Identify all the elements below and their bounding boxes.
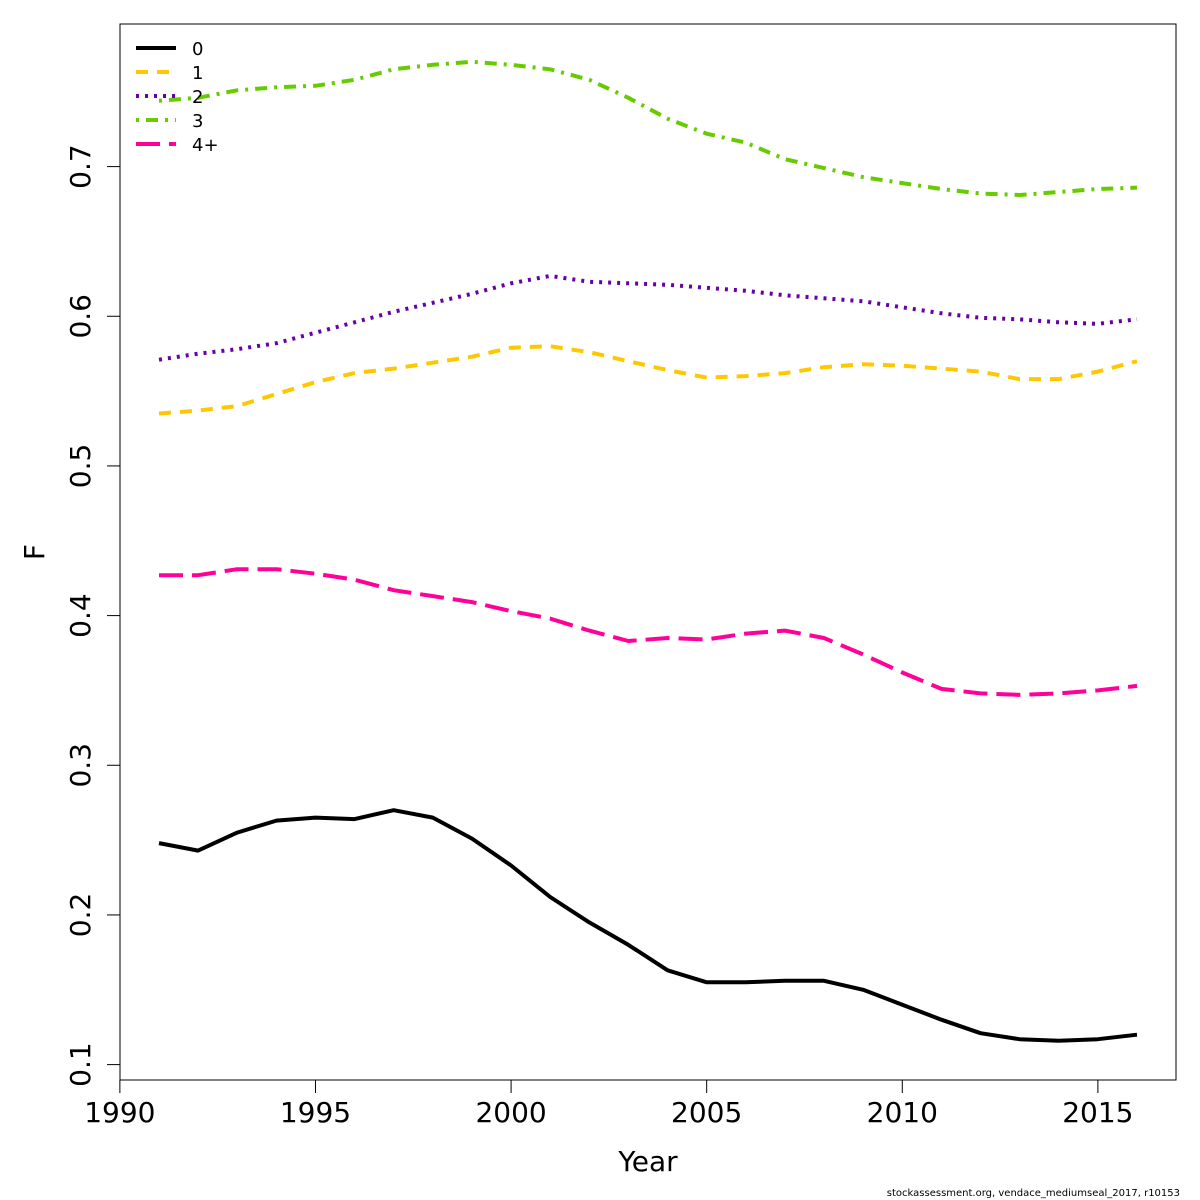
- y-tick-label: 0.7: [64, 144, 97, 189]
- series-line-0: [158, 808, 1138, 1043]
- series-line-4plus: [159, 567, 1138, 697]
- y-tick-label: 0.3: [64, 743, 97, 788]
- series-line-2: [158, 273, 1138, 362]
- legend-label: 0: [192, 39, 203, 60]
- y-tick-label: 0.5: [64, 444, 97, 489]
- legend-label: 2: [192, 87, 203, 108]
- x-tick-label: 2005: [671, 1096, 742, 1129]
- y-axis: 0.1 0.2 0.3 0.4 0.5 0.6 0.7: [64, 144, 121, 1087]
- legend-label: 3: [192, 111, 203, 132]
- y-tick-label: 0.6: [64, 294, 97, 339]
- series-layer: [158, 59, 1138, 1043]
- x-axis: 1990 1995 2000 2005 2010 2015: [84, 1079, 1134, 1129]
- x-tick-label: 2010: [867, 1096, 938, 1129]
- x-tick-label: 2015: [1062, 1096, 1133, 1129]
- y-tick-label: 0.1: [64, 1042, 97, 1087]
- y-tick-label: 0.2: [64, 893, 97, 938]
- legend: 0 1 2 3 4+: [136, 39, 219, 156]
- y-tick-label: 0.4: [64, 593, 97, 638]
- x-axis-title: Year: [617, 1145, 678, 1178]
- footer-note: stockassessment.org, vendace_mediumseal_…: [887, 1188, 1180, 1199]
- x-tick-label: 1990: [84, 1096, 155, 1129]
- series-line-3: [158, 59, 1138, 197]
- legend-label: 1: [192, 63, 203, 84]
- plot-frame: [119, 23, 1177, 1081]
- x-tick-label: 2000: [475, 1096, 546, 1129]
- x-tick-label: 1995: [280, 1096, 351, 1129]
- y-axis-title: F: [18, 544, 51, 560]
- legend-label: 4+: [192, 135, 219, 156]
- series-line-1: [158, 344, 1138, 416]
